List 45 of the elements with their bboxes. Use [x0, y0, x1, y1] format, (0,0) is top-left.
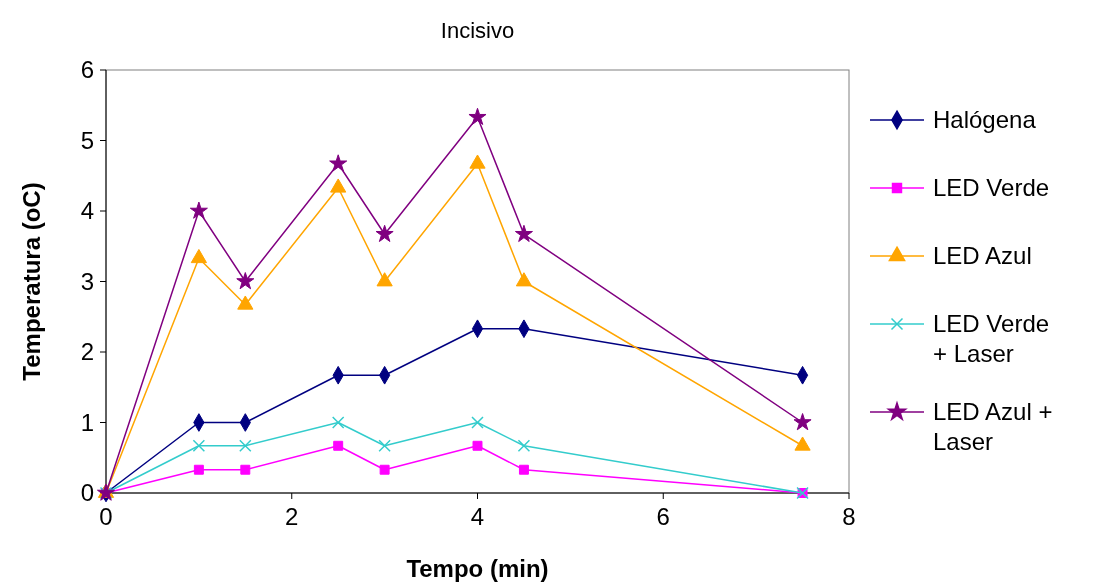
point [379, 464, 390, 475]
point [472, 440, 483, 451]
point [378, 439, 391, 453]
y-tick-label: 0 [80, 479, 94, 506]
x-tick-label: 2 [285, 503, 299, 530]
x-tick-label: 8 [842, 503, 856, 530]
point [515, 272, 533, 287]
point [376, 272, 393, 287]
chart-title: Incisivo [440, 18, 515, 43]
legend-label: LED Verde [933, 174, 1050, 201]
x-tick-label: 0 [99, 503, 113, 530]
x-axis-title: Tempo (min) [406, 555, 549, 582]
point [518, 464, 529, 475]
y-axis-title: Temperatura (oC) [18, 182, 45, 381]
point [468, 107, 487, 125]
y-tick-label: 2 [80, 338, 94, 365]
point [239, 439, 252, 453]
point [471, 416, 484, 429]
point [333, 440, 344, 451]
point [331, 416, 345, 429]
point [514, 224, 533, 243]
y-tick-label: 6 [80, 56, 94, 83]
legend-label: LED Azul + Laser [933, 398, 1053, 455]
legend-label: LED Azul [933, 242, 1032, 269]
point [192, 439, 206, 453]
point [237, 295, 254, 310]
point [240, 464, 251, 475]
legend-label: LED Verde + Laser [933, 310, 1050, 367]
point [236, 272, 255, 290]
x-tick-label: 6 [656, 503, 670, 530]
point [193, 464, 204, 475]
y-tick-label: 1 [80, 408, 94, 436]
y-tick-label: 3 [80, 267, 94, 295]
point [190, 248, 207, 264]
point [329, 154, 348, 172]
point [330, 178, 347, 193]
point [189, 201, 208, 219]
x-tick-label: 4 [470, 503, 485, 530]
y-tick-label: 5 [80, 126, 94, 154]
legend-label: Halógena [933, 106, 1037, 133]
point [469, 154, 486, 169]
y-tick-label: 4 [80, 197, 94, 224]
point [517, 439, 531, 453]
point [793, 413, 812, 431]
point [375, 224, 394, 243]
